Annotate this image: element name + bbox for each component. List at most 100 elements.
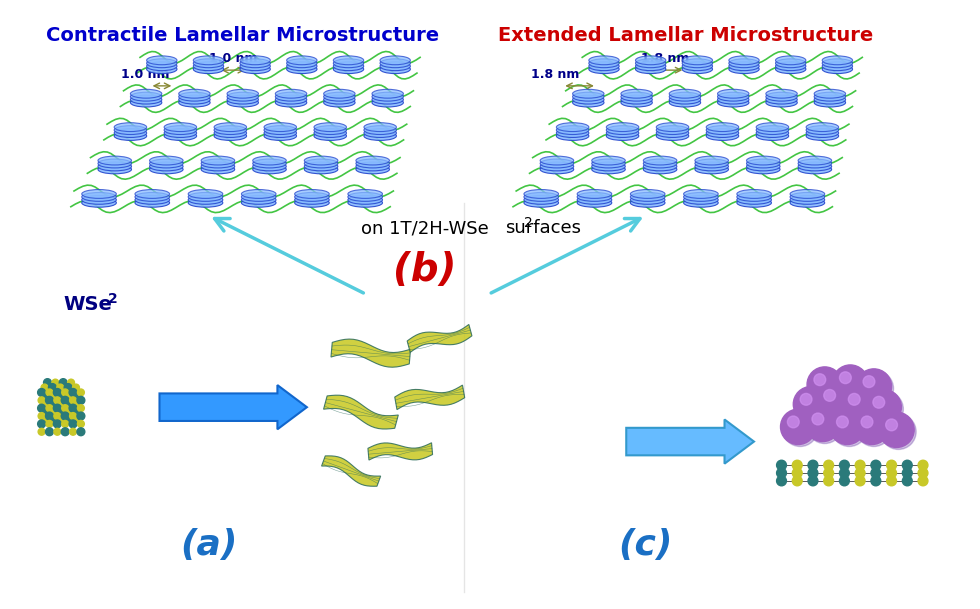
Ellipse shape bbox=[264, 132, 297, 141]
Ellipse shape bbox=[147, 59, 177, 68]
Circle shape bbox=[817, 382, 853, 418]
Ellipse shape bbox=[757, 132, 789, 141]
Circle shape bbox=[64, 400, 73, 407]
Circle shape bbox=[77, 420, 84, 428]
Ellipse shape bbox=[607, 122, 639, 132]
Ellipse shape bbox=[682, 59, 712, 68]
Polygon shape bbox=[407, 325, 472, 353]
Polygon shape bbox=[321, 456, 380, 486]
Circle shape bbox=[857, 411, 892, 446]
Ellipse shape bbox=[572, 92, 604, 101]
Circle shape bbox=[903, 468, 912, 478]
Ellipse shape bbox=[695, 162, 728, 171]
Ellipse shape bbox=[314, 128, 347, 138]
Ellipse shape bbox=[557, 132, 589, 141]
Ellipse shape bbox=[798, 165, 832, 174]
Circle shape bbox=[77, 428, 85, 435]
Circle shape bbox=[849, 393, 860, 405]
Ellipse shape bbox=[757, 122, 789, 132]
Ellipse shape bbox=[348, 192, 382, 202]
Ellipse shape bbox=[729, 56, 760, 65]
Ellipse shape bbox=[807, 128, 839, 138]
Ellipse shape bbox=[775, 59, 806, 68]
Text: 1.0 nm: 1.0 nm bbox=[121, 68, 169, 81]
Ellipse shape bbox=[364, 122, 397, 132]
Ellipse shape bbox=[305, 156, 338, 165]
Ellipse shape bbox=[372, 95, 404, 104]
Ellipse shape bbox=[747, 159, 780, 168]
Circle shape bbox=[873, 396, 885, 408]
Circle shape bbox=[40, 407, 48, 415]
Ellipse shape bbox=[305, 159, 338, 168]
Ellipse shape bbox=[130, 90, 162, 98]
Ellipse shape bbox=[380, 59, 411, 68]
Ellipse shape bbox=[188, 199, 222, 207]
Circle shape bbox=[77, 389, 84, 396]
Ellipse shape bbox=[589, 62, 619, 71]
Circle shape bbox=[40, 392, 48, 400]
Ellipse shape bbox=[589, 56, 619, 65]
Ellipse shape bbox=[729, 62, 760, 71]
Ellipse shape bbox=[323, 98, 355, 107]
Circle shape bbox=[48, 415, 56, 423]
Ellipse shape bbox=[684, 195, 718, 204]
Ellipse shape bbox=[747, 162, 780, 171]
Circle shape bbox=[44, 403, 51, 410]
Circle shape bbox=[77, 405, 84, 412]
Ellipse shape bbox=[193, 59, 223, 68]
Ellipse shape bbox=[607, 125, 639, 135]
Ellipse shape bbox=[707, 128, 739, 138]
Ellipse shape bbox=[589, 65, 619, 74]
Ellipse shape bbox=[150, 162, 183, 171]
Circle shape bbox=[840, 476, 850, 486]
Ellipse shape bbox=[630, 195, 665, 204]
Ellipse shape bbox=[115, 122, 147, 132]
Ellipse shape bbox=[572, 90, 604, 98]
Circle shape bbox=[67, 403, 75, 410]
Circle shape bbox=[62, 420, 69, 428]
Ellipse shape bbox=[201, 165, 234, 174]
Ellipse shape bbox=[356, 165, 389, 174]
Ellipse shape bbox=[657, 125, 689, 135]
Ellipse shape bbox=[295, 195, 329, 204]
Circle shape bbox=[38, 412, 45, 420]
Ellipse shape bbox=[135, 199, 170, 207]
Circle shape bbox=[67, 387, 75, 395]
Ellipse shape bbox=[98, 162, 131, 171]
Ellipse shape bbox=[775, 65, 806, 74]
Ellipse shape bbox=[135, 195, 170, 204]
Circle shape bbox=[64, 415, 73, 423]
Ellipse shape bbox=[193, 62, 223, 71]
Circle shape bbox=[61, 396, 70, 404]
Ellipse shape bbox=[314, 132, 347, 141]
Ellipse shape bbox=[150, 159, 183, 168]
Circle shape bbox=[824, 390, 836, 401]
Circle shape bbox=[887, 468, 897, 478]
Circle shape bbox=[808, 476, 818, 486]
Ellipse shape bbox=[214, 125, 247, 135]
Text: WSe: WSe bbox=[64, 295, 112, 314]
Circle shape bbox=[43, 379, 51, 387]
Ellipse shape bbox=[707, 122, 739, 132]
Circle shape bbox=[808, 468, 818, 478]
Circle shape bbox=[64, 384, 73, 392]
Circle shape bbox=[38, 428, 45, 435]
Circle shape bbox=[56, 407, 64, 415]
Circle shape bbox=[37, 420, 45, 428]
Ellipse shape bbox=[765, 92, 798, 101]
Ellipse shape bbox=[81, 189, 117, 199]
Ellipse shape bbox=[695, 159, 728, 168]
Ellipse shape bbox=[589, 59, 619, 68]
Circle shape bbox=[68, 379, 74, 386]
Circle shape bbox=[48, 400, 56, 407]
Ellipse shape bbox=[737, 189, 771, 199]
Ellipse shape bbox=[253, 162, 286, 171]
Circle shape bbox=[812, 413, 824, 425]
Circle shape bbox=[57, 415, 64, 423]
Circle shape bbox=[776, 476, 786, 486]
Circle shape bbox=[881, 414, 916, 449]
Circle shape bbox=[41, 400, 48, 407]
Ellipse shape bbox=[253, 165, 286, 174]
Ellipse shape bbox=[630, 192, 665, 202]
Text: on 1T/2H-WSe: on 1T/2H-WSe bbox=[361, 219, 489, 238]
